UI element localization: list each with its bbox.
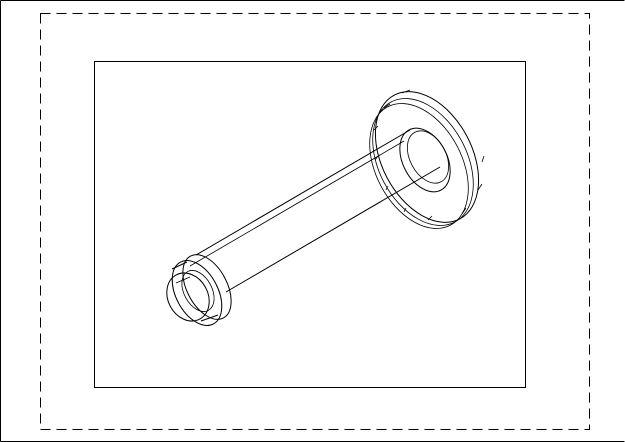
spool-model[interactable] <box>159 74 500 334</box>
viewport-frame[interactable] <box>94 61 526 388</box>
flange <box>369 89 485 229</box>
shaft <box>189 129 441 293</box>
collar <box>166 254 232 326</box>
paper-boundary <box>40 13 590 430</box>
